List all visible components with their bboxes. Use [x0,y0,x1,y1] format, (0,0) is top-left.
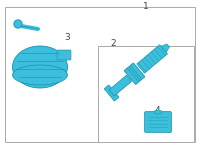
Ellipse shape [12,65,68,85]
Ellipse shape [12,46,68,88]
Ellipse shape [154,110,162,114]
Text: 1: 1 [143,2,149,11]
FancyBboxPatch shape [57,50,71,60]
FancyBboxPatch shape [144,112,172,132]
Polygon shape [161,44,170,52]
Polygon shape [137,45,167,73]
Polygon shape [124,63,145,85]
Polygon shape [109,75,132,96]
Text: 4: 4 [154,106,160,116]
Text: 3: 3 [64,33,70,42]
Polygon shape [104,85,119,101]
Circle shape [14,20,22,28]
Text: 2: 2 [110,39,116,48]
